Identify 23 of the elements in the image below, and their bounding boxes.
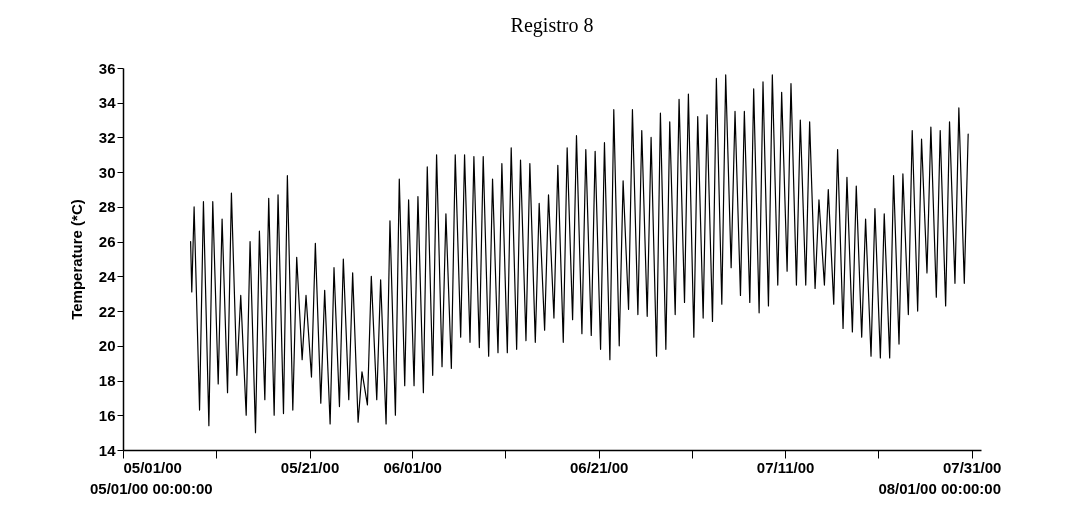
- x-tick-label: 06/01/00: [383, 458, 442, 476]
- y-tick-label: 32: [98, 128, 116, 146]
- y-tick-label: 30: [98, 163, 116, 181]
- x-tick-label: 05/21/00: [280, 458, 340, 476]
- x-tick-label: 06/21/00: [569, 458, 629, 476]
- y-tick-label: 26: [98, 233, 116, 251]
- y-tick-label: 14: [98, 441, 117, 459]
- y-tick-label: 22: [98, 302, 116, 320]
- x-tick-label: 07/31/00: [942, 458, 1002, 476]
- y-tick-label: 28: [98, 198, 116, 216]
- x-tick-label: 05/01/00: [123, 458, 182, 476]
- y-tick-label: 24: [98, 267, 117, 285]
- line-series: [190, 74, 969, 434]
- x-tick-label: 07/11/00: [756, 458, 815, 476]
- y-tick-label: 36: [98, 59, 116, 77]
- y-axis-title: Temperature (*C): [67, 199, 85, 320]
- y-tick-label: 34: [98, 94, 117, 112]
- y-tick-label: 18: [98, 372, 116, 390]
- text: 05/01/00 00:00:00: [90, 480, 213, 497]
- y-tick-label: 20: [98, 337, 116, 355]
- text: 08/01/00 00:00:00: [878, 480, 1001, 497]
- y-tick-label: 16: [98, 406, 116, 424]
- chart-title: Registro 8: [510, 14, 594, 37]
